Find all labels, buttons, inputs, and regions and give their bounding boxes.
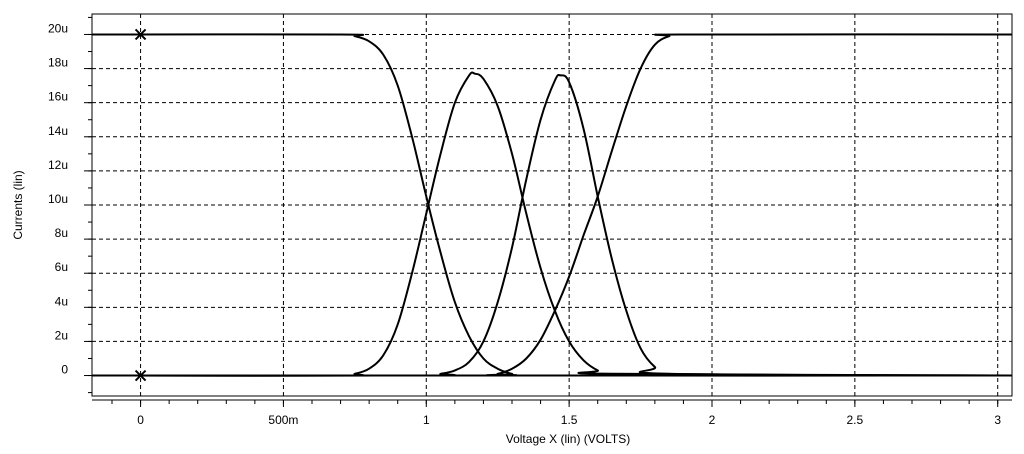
x-tick-label-1: 500m <box>268 413 298 427</box>
series-line-4 <box>91 33 1013 377</box>
x-tick-label-2: 1 <box>423 413 430 427</box>
y-tick-label-1: 2u <box>55 328 68 342</box>
y-tick-label-0: 0 <box>61 363 68 377</box>
cross-marker-2 <box>134 369 147 382</box>
x-tick-label-5: 2.5 <box>847 413 864 427</box>
y-tick-label-10: 20u <box>48 21 68 35</box>
cross-marker-stroke-b <box>134 369 147 382</box>
y-axis: 0 2u 4u 6u 8u 10u 12u 14u 16u 18u 20u <box>48 16 92 394</box>
x-tick-label-3: 1.5 <box>561 413 578 427</box>
x-tick-label-6: 3 <box>994 413 1001 427</box>
cross-marker-1 <box>134 28 147 41</box>
cross-marker-stroke-b <box>134 28 147 41</box>
series-layer <box>91 33 1013 377</box>
series-line-2 <box>91 71 1013 377</box>
x-tick-label-0: 0 <box>137 413 144 427</box>
y-axis-title: Currents (lin) <box>11 170 25 239</box>
y-tick-label-2: 4u <box>55 294 68 308</box>
y-tick-label-4: 8u <box>55 226 68 240</box>
y-tick-label-7: 14u <box>48 124 68 138</box>
y-tick-label-3: 6u <box>55 260 68 274</box>
y-tick-label-8: 16u <box>48 90 68 104</box>
y-tick-label-9: 18u <box>48 56 68 70</box>
plot-area <box>91 13 1013 397</box>
y-tick-label-5: 10u <box>48 192 68 206</box>
marker-layer <box>134 28 147 382</box>
x-axis-title: Voltage X (lin) (VOLTS) <box>506 432 631 446</box>
series-line-3 <box>91 73 1013 377</box>
x-axis: 0 500m 1 1.5 2 2.5 3 <box>92 399 1012 427</box>
grid <box>92 14 1012 396</box>
y-tick-label-6: 12u <box>48 158 68 172</box>
x-tick-label-4: 2 <box>709 413 716 427</box>
